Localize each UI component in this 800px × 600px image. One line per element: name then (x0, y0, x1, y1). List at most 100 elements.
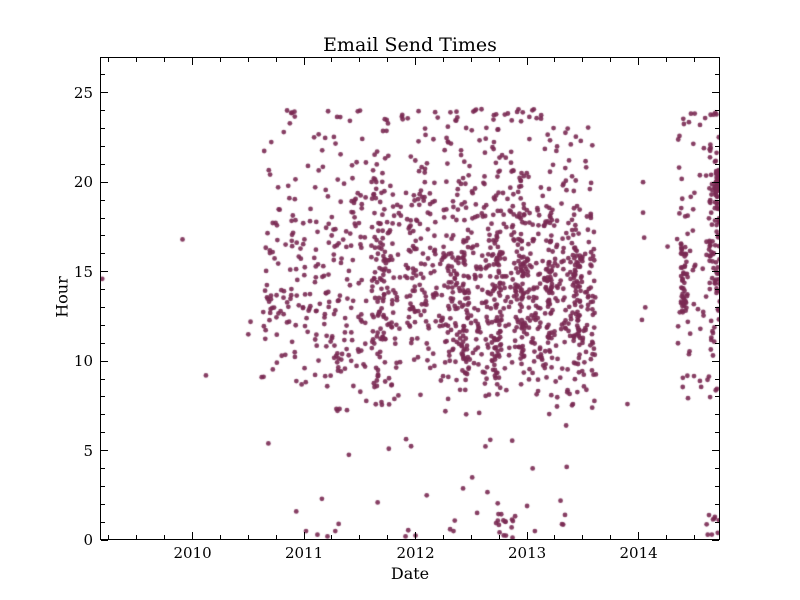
y-minor-tick (715, 163, 719, 165)
y-minor-tick (715, 199, 719, 201)
y-minor-tick (101, 253, 105, 255)
y-minor-tick (715, 253, 719, 255)
x-major-tick (192, 58, 194, 65)
y-minor-tick (101, 289, 105, 291)
y-major-tick (712, 360, 719, 362)
x-minor-tick (582, 535, 584, 539)
y-minor-tick (715, 503, 719, 505)
x-minor-tick (554, 58, 556, 62)
y-minor-tick (101, 199, 105, 201)
x-minor-tick (108, 58, 110, 62)
y-tick-label: 25 (73, 83, 93, 102)
y-axis-label: Hour (52, 276, 72, 318)
y-minor-tick (715, 74, 719, 76)
x-minor-tick (470, 58, 472, 62)
y-minor-tick (715, 324, 719, 326)
x-tick-label: 2010 (173, 544, 212, 562)
y-minor-tick (101, 110, 105, 112)
x-minor-tick (582, 58, 584, 62)
y-major-tick (101, 360, 108, 362)
y-minor-tick (715, 128, 719, 130)
x-major-tick (638, 58, 640, 65)
y-minor-tick (715, 145, 719, 147)
x-major-tick (303, 532, 305, 539)
x-major-tick (415, 58, 417, 65)
y-minor-tick (715, 110, 719, 112)
y-minor-tick (101, 217, 105, 219)
y-major-tick (712, 271, 719, 273)
x-tick-label: 2014 (619, 544, 658, 562)
x-minor-tick (442, 535, 444, 539)
x-minor-tick (136, 535, 138, 539)
y-minor-tick (101, 342, 105, 344)
x-axis-label: Date (390, 564, 430, 583)
plot-title: Email Send Times (323, 34, 497, 56)
x-minor-tick (359, 535, 361, 539)
y-minor-tick (101, 74, 105, 76)
x-minor-tick (219, 535, 221, 539)
x-major-tick (192, 532, 194, 539)
x-minor-tick (470, 535, 472, 539)
x-minor-tick (610, 535, 612, 539)
y-tick-label: 5 (83, 441, 93, 460)
y-major-tick (101, 271, 108, 273)
y-major-tick (712, 92, 719, 94)
x-minor-tick (136, 58, 138, 62)
y-major-tick (101, 450, 108, 452)
x-major-tick (415, 532, 417, 539)
y-minor-tick (101, 467, 105, 469)
x-minor-tick (387, 535, 389, 539)
x-minor-tick (247, 535, 249, 539)
x-minor-tick (275, 535, 277, 539)
y-minor-tick (101, 503, 105, 505)
y-major-tick (101, 181, 108, 183)
x-minor-tick (387, 58, 389, 62)
y-minor-tick (715, 235, 719, 237)
x-minor-tick (554, 535, 556, 539)
y-minor-tick (101, 396, 105, 398)
x-major-tick (526, 58, 528, 65)
y-minor-tick (101, 378, 105, 380)
scatter-points-canvas (100, 57, 720, 540)
y-minor-tick (715, 414, 719, 416)
y-minor-tick (715, 342, 719, 344)
x-minor-tick (247, 58, 249, 62)
y-tick-label: 15 (73, 262, 93, 281)
y-tick-label: 0 (83, 531, 93, 549)
y-minor-tick (715, 396, 719, 398)
x-tick-label: 2013 (507, 544, 547, 562)
y-minor-tick (101, 145, 105, 147)
y-minor-tick (101, 306, 105, 308)
x-minor-tick (219, 58, 221, 62)
y-minor-tick (101, 324, 105, 326)
y-major-tick (101, 92, 108, 94)
y-major-tick (712, 539, 719, 541)
y-minor-tick (715, 485, 719, 487)
y-tick-label: 20 (73, 173, 93, 192)
x-minor-tick (331, 535, 333, 539)
y-major-tick (712, 181, 719, 183)
x-minor-tick (498, 535, 500, 539)
y-minor-tick (101, 414, 105, 416)
y-minor-tick (715, 217, 719, 219)
x-minor-tick (693, 535, 695, 539)
y-minor-tick (101, 128, 105, 130)
x-tick-label: 2011 (284, 544, 324, 562)
y-minor-tick (715, 521, 719, 523)
x-minor-tick (108, 535, 110, 539)
y-minor-tick (101, 432, 105, 434)
x-tick-label: 2012 (396, 544, 435, 562)
x-minor-tick (164, 58, 166, 62)
x-minor-tick (665, 58, 667, 62)
y-minor-tick (715, 378, 719, 380)
x-minor-tick (331, 58, 333, 62)
y-major-tick (712, 450, 719, 452)
y-minor-tick (101, 485, 105, 487)
x-major-tick (638, 532, 640, 539)
x-minor-tick (442, 58, 444, 62)
x-major-tick (526, 532, 528, 539)
x-minor-tick (359, 58, 361, 62)
x-major-tick (303, 58, 305, 65)
y-minor-tick (715, 306, 719, 308)
y-minor-tick (715, 432, 719, 434)
